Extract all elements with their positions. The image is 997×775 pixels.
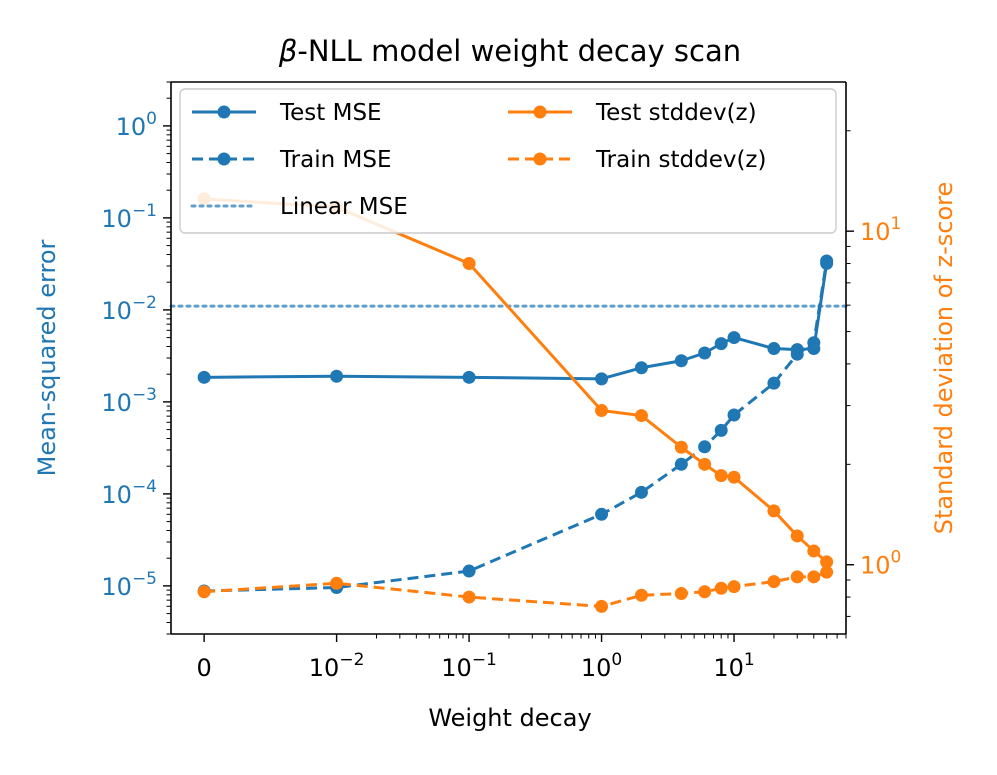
- series-test-stddev-z: [197, 192, 834, 569]
- data-point-test-stddev-z-8: [727, 470, 741, 484]
- axes: 0 10−2 10−1 100 101 10−5 10−4 10−3 10−2 10−1 100 10…: [101, 81, 901, 682]
- series-line-test-mse: [204, 263, 829, 381]
- data-point-test-mse-3: [595, 372, 609, 386]
- data-point-test-stddev-z-5: [674, 440, 688, 454]
- data-point-test-stddev-z-6: [698, 457, 712, 471]
- data-point-train-stddev-z-12: [820, 565, 834, 579]
- data-point-test-mse-8: [727, 331, 741, 345]
- legend-entry-linear-mse: Linear MSE: [190, 194, 408, 220]
- legend: Test MSE Train MSE Linear MSE Test stddev(z…: [179, 88, 837, 234]
- data-point-train-stddev-z-6: [698, 585, 712, 599]
- data-point-train-stddev-z-2: [462, 590, 476, 604]
- data-point-test-stddev-z-11: [807, 544, 821, 558]
- y-axis-left-label: Mean-squared error: [33, 239, 61, 476]
- data-point-test-mse-0: [197, 370, 211, 384]
- data-point-test-stddev-z-4: [634, 409, 648, 423]
- y-left-tick-label: 100: [116, 109, 157, 141]
- data-point-train-stddev-z-4: [634, 588, 648, 602]
- legend-entry-train-mse: Train MSE: [192, 147, 391, 173]
- y-left-tick-label: 10−2: [101, 293, 157, 325]
- plot-area: [169, 192, 848, 613]
- y-right-tick-label: 101: [860, 214, 901, 246]
- y-left-tick-label: 10−5: [101, 569, 157, 601]
- data-point-train-mse-2: [462, 564, 476, 578]
- x-tick-label: 0: [196, 654, 211, 682]
- data-point-test-mse-4: [634, 361, 648, 375]
- legend-marker: [533, 152, 547, 166]
- data-point-train-stddev-z-0: [197, 585, 211, 599]
- series-line-test-stddev-z: [204, 197, 828, 564]
- x-tick-label: 101: [713, 650, 754, 682]
- data-point-train-mse-6: [698, 440, 712, 454]
- data-point-test-stddev-z-2: [462, 256, 476, 270]
- data-point-train-mse-8: [727, 408, 741, 422]
- legend-box: [179, 88, 837, 234]
- data-point-test-mse-2: [462, 370, 476, 384]
- data-point-test-mse-5: [674, 354, 688, 368]
- data-point-train-stddev-z-7: [714, 581, 728, 595]
- legend-entry-test-mse: Test MSE: [192, 100, 382, 126]
- legend-marker: [217, 152, 231, 166]
- data-point-train-mse-4: [634, 485, 648, 499]
- legend-label: Linear MSE: [280, 194, 408, 220]
- y-left-tick-label: 10−3: [101, 385, 157, 417]
- legend-label: Train MSE: [279, 147, 391, 173]
- legend-entry-test-stddev-z: Test stddev(z): [508, 100, 757, 126]
- data-point-test-mse-6: [698, 346, 712, 360]
- data-point-train-stddev-z-10: [790, 570, 804, 584]
- data-point-test-stddev-z-3: [595, 403, 609, 417]
- series-train-mse: [197, 254, 834, 598]
- data-point-train-mse-5: [674, 457, 688, 471]
- data-point-train-stddev-z-1: [330, 576, 344, 590]
- data-point-test-mse-1: [330, 369, 344, 383]
- data-point-test-stddev-z-10: [790, 529, 804, 543]
- x-tick-label: 100: [581, 650, 622, 682]
- data-point-train-stddev-z-3: [595, 599, 609, 613]
- legend-marker: [217, 105, 231, 119]
- data-point-train-mse-11: [807, 336, 821, 350]
- legend-label: Train stddev(z): [595, 147, 766, 173]
- x-tick-label: 10−1: [441, 650, 497, 682]
- y-left-tick-label: 10−1: [101, 201, 157, 233]
- legend-entry-train-stddev-z: Train stddev(z): [508, 147, 766, 173]
- data-point-test-mse-7: [714, 337, 728, 351]
- data-point-test-mse-9: [767, 342, 781, 356]
- data-point-test-stddev-z-9: [767, 504, 781, 518]
- series-test-mse: [197, 256, 834, 386]
- data-point-train-mse-12: [820, 254, 834, 268]
- data-point-train-stddev-z-8: [727, 580, 741, 594]
- legend-marker: [533, 105, 547, 119]
- series-line-train-mse: [204, 260, 829, 593]
- data-point-train-stddev-z-11: [807, 570, 821, 584]
- chart-title: β-NLL model weight decay scan: [278, 34, 741, 68]
- legend-label: Test MSE: [279, 100, 382, 126]
- data-point-train-mse-9: [767, 376, 781, 390]
- data-point-train-mse-7: [714, 423, 728, 437]
- x-axis-label: Weight decay: [428, 704, 591, 732]
- legend-label: Test stddev(z): [595, 100, 757, 126]
- data-point-test-stddev-z-7: [714, 469, 728, 483]
- y-left-tick-label: 10−4: [101, 477, 157, 509]
- x-tick-label: 10−2: [309, 650, 365, 682]
- series-train-stddev-z: [197, 565, 834, 613]
- y-right-tick-label: 100: [860, 548, 901, 580]
- data-point-train-mse-3: [595, 507, 609, 521]
- data-point-test-stddev-z-12: [820, 555, 834, 569]
- data-point-train-stddev-z-9: [767, 575, 781, 589]
- y-axis-right-label: Standard deviation of z-score: [930, 182, 958, 535]
- data-point-train-stddev-z-5: [674, 586, 688, 600]
- data-point-train-mse-10: [790, 347, 804, 361]
